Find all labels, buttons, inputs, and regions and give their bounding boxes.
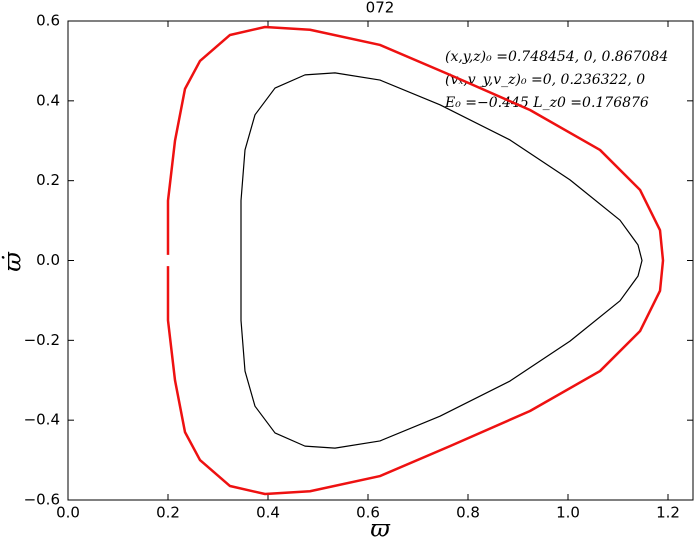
curve — [240, 72, 643, 449]
x-tick-label: 1.0 — [556, 504, 580, 522]
y-tick-label: −0.2 — [24, 331, 60, 349]
x-axis-label: ϖ — [370, 515, 391, 539]
x-tick-label: 1.2 — [656, 504, 680, 522]
plot-frame — [67, 20, 694, 501]
annotation: (vₓ,v_y,v_z)₀ =0, 0.236322, 0 — [445, 72, 645, 88]
y-tick-label: −0.4 — [24, 411, 60, 429]
y-tick-label: 0.0 — [36, 251, 60, 269]
annotation: (x,y,z)₀ =0.748454, 0, 0.867084 — [445, 49, 668, 65]
y-tick-label: 0.2 — [36, 171, 60, 189]
x-tick-label: 0.0 — [56, 504, 80, 522]
x-tick-label: 0.6 — [356, 504, 380, 522]
y-axis-label: ϖ̇ — [0, 251, 27, 272]
annotation: E₀ =−0.445 L_z0 =0.176876 — [444, 95, 649, 111]
x-tick-label: 0.2 — [156, 504, 180, 522]
y-tick-label: −0.6 — [24, 491, 60, 509]
y-tick-label: 0.6 — [36, 12, 60, 30]
x-tick-label: 0.4 — [256, 504, 280, 522]
curve — [166, 25, 665, 496]
x-tick-label: 0.8 — [456, 504, 480, 522]
chart-title: 072 — [366, 0, 395, 17]
y-tick-label: 0.4 — [36, 91, 60, 109]
